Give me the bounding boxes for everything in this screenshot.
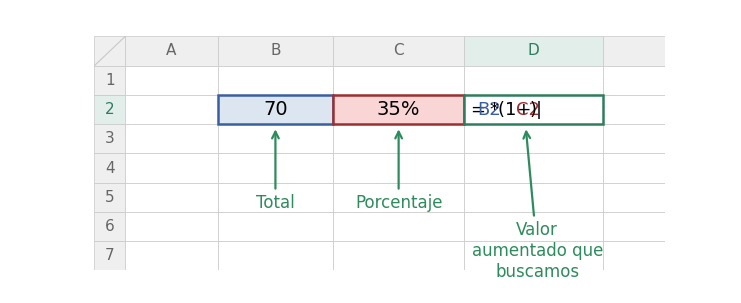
- Text: 35%: 35%: [377, 100, 420, 119]
- Bar: [333, 36, 464, 66]
- Text: 7: 7: [105, 248, 115, 263]
- Text: Valor
aumentado que
buscamos: Valor aumentado que buscamos: [471, 132, 603, 281]
- Bar: [125, 241, 218, 270]
- Text: 2: 2: [105, 102, 115, 117]
- Bar: [602, 124, 665, 153]
- Bar: [464, 124, 602, 153]
- Text: 70: 70: [263, 100, 288, 119]
- Bar: [602, 241, 665, 270]
- Bar: [333, 153, 464, 183]
- Text: Total: Total: [256, 132, 295, 212]
- Text: Porcentaje: Porcentaje: [355, 132, 442, 212]
- Text: B: B: [270, 44, 281, 58]
- Bar: [218, 183, 333, 212]
- Bar: [464, 183, 602, 212]
- Bar: [218, 95, 333, 124]
- Bar: [602, 36, 665, 66]
- Bar: [602, 66, 665, 95]
- Bar: [464, 95, 602, 124]
- Bar: [95, 212, 125, 241]
- Bar: [95, 153, 125, 183]
- Bar: [333, 66, 464, 95]
- Bar: [464, 95, 602, 124]
- Text: D: D: [528, 44, 539, 58]
- Bar: [218, 66, 333, 95]
- Bar: [464, 153, 602, 183]
- Bar: [125, 183, 218, 212]
- Text: 6: 6: [105, 219, 115, 234]
- Bar: [95, 66, 125, 95]
- Bar: [464, 241, 602, 270]
- Text: *(1+: *(1+: [490, 101, 532, 118]
- Bar: [464, 66, 602, 95]
- Text: 5: 5: [105, 190, 115, 205]
- Bar: [218, 153, 333, 183]
- Bar: [95, 241, 125, 270]
- Bar: [333, 183, 464, 212]
- Bar: [125, 95, 218, 124]
- Bar: [333, 124, 464, 153]
- Bar: [125, 124, 218, 153]
- Text: 4: 4: [105, 161, 115, 175]
- Bar: [602, 153, 665, 183]
- Bar: [333, 241, 464, 270]
- Bar: [602, 95, 665, 124]
- Bar: [464, 212, 602, 241]
- Text: B2: B2: [476, 101, 500, 118]
- Bar: [95, 95, 125, 124]
- Bar: [218, 124, 333, 153]
- Bar: [333, 212, 464, 241]
- Bar: [333, 95, 464, 124]
- Text: ): ): [529, 101, 536, 118]
- Text: =: =: [471, 101, 485, 118]
- Bar: [218, 36, 333, 66]
- Text: 3: 3: [105, 131, 115, 146]
- Bar: [95, 183, 125, 212]
- Bar: [95, 36, 125, 66]
- Bar: [464, 36, 602, 66]
- Bar: [125, 153, 218, 183]
- Bar: [95, 124, 125, 153]
- Bar: [125, 36, 218, 66]
- Bar: [125, 66, 218, 95]
- Text: C2: C2: [516, 101, 540, 118]
- Bar: [602, 212, 665, 241]
- Text: C: C: [393, 44, 404, 58]
- Bar: [125, 212, 218, 241]
- Bar: [333, 95, 464, 124]
- Text: |: |: [536, 101, 542, 118]
- Bar: [218, 212, 333, 241]
- Bar: [218, 241, 333, 270]
- Text: 1: 1: [105, 73, 115, 88]
- Text: A: A: [166, 44, 176, 58]
- Bar: [218, 95, 333, 124]
- Bar: [602, 183, 665, 212]
